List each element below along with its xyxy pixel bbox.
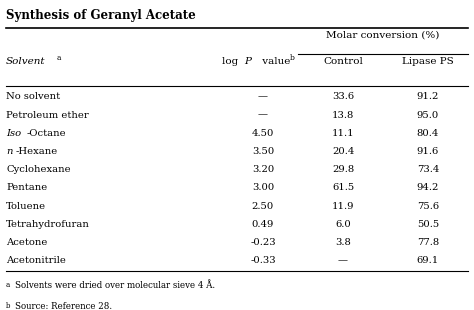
Text: 4.50: 4.50 <box>252 129 274 138</box>
Text: 3.00: 3.00 <box>252 184 274 193</box>
Text: b: b <box>6 302 10 310</box>
Text: Cyclohexane: Cyclohexane <box>6 165 71 174</box>
Text: 20.4: 20.4 <box>332 147 354 156</box>
Text: 73.4: 73.4 <box>417 165 439 174</box>
Text: —: — <box>258 92 268 101</box>
Text: Lipase PS: Lipase PS <box>402 57 454 66</box>
Text: 50.5: 50.5 <box>417 220 439 229</box>
Text: 11.9: 11.9 <box>332 202 354 211</box>
Text: Iso: Iso <box>6 129 21 138</box>
Text: b: b <box>289 55 294 63</box>
Text: 75.6: 75.6 <box>417 202 439 211</box>
Text: log: log <box>222 57 244 66</box>
Text: —: — <box>258 111 268 120</box>
Text: 11.1: 11.1 <box>332 129 355 138</box>
Text: 95.0: 95.0 <box>417 111 439 120</box>
Text: Toluene: Toluene <box>6 202 46 211</box>
Text: Source: Reference 28.: Source: Reference 28. <box>15 302 112 310</box>
Text: -Hexane: -Hexane <box>16 147 58 156</box>
Text: Synthesis of Geranyl Acetate: Synthesis of Geranyl Acetate <box>6 9 196 22</box>
Text: 2.50: 2.50 <box>252 202 274 211</box>
Text: 29.8: 29.8 <box>332 165 354 174</box>
Text: 3.8: 3.8 <box>335 238 351 247</box>
Text: P: P <box>244 57 251 66</box>
Text: Solvent: Solvent <box>6 57 46 66</box>
Text: No solvent: No solvent <box>6 92 60 101</box>
Text: —: — <box>338 256 348 265</box>
Text: 6.0: 6.0 <box>335 220 351 229</box>
Text: 94.2: 94.2 <box>417 184 439 193</box>
Text: 80.4: 80.4 <box>417 129 439 138</box>
Text: Solvents were dried over molecular sieve 4 Å.: Solvents were dried over molecular sieve… <box>15 281 215 290</box>
Text: 77.8: 77.8 <box>417 238 439 247</box>
Text: 61.5: 61.5 <box>332 184 354 193</box>
Text: -0.23: -0.23 <box>250 238 276 247</box>
Text: 13.8: 13.8 <box>332 111 354 120</box>
Text: 3.50: 3.50 <box>252 147 274 156</box>
Text: Pentane: Pentane <box>6 184 47 193</box>
Text: Tetrahydrofuran: Tetrahydrofuran <box>6 220 90 229</box>
Text: n: n <box>6 147 13 156</box>
Text: 3.20: 3.20 <box>252 165 274 174</box>
Text: 91.6: 91.6 <box>417 147 439 156</box>
Text: 91.2: 91.2 <box>417 92 439 101</box>
Text: -0.33: -0.33 <box>250 256 276 265</box>
Text: Acetonitrile: Acetonitrile <box>6 256 66 265</box>
Text: value: value <box>259 57 291 66</box>
Text: 69.1: 69.1 <box>417 256 439 265</box>
Text: a: a <box>56 55 61 63</box>
Text: 0.49: 0.49 <box>252 220 274 229</box>
Text: -Octane: -Octane <box>27 129 66 138</box>
Text: Control: Control <box>323 57 363 66</box>
Text: 33.6: 33.6 <box>332 92 354 101</box>
Text: a: a <box>6 281 10 289</box>
Text: Molar conversion (%): Molar conversion (%) <box>327 30 440 39</box>
Text: Petroleum ether: Petroleum ether <box>6 111 89 120</box>
Text: Acetone: Acetone <box>6 238 47 247</box>
